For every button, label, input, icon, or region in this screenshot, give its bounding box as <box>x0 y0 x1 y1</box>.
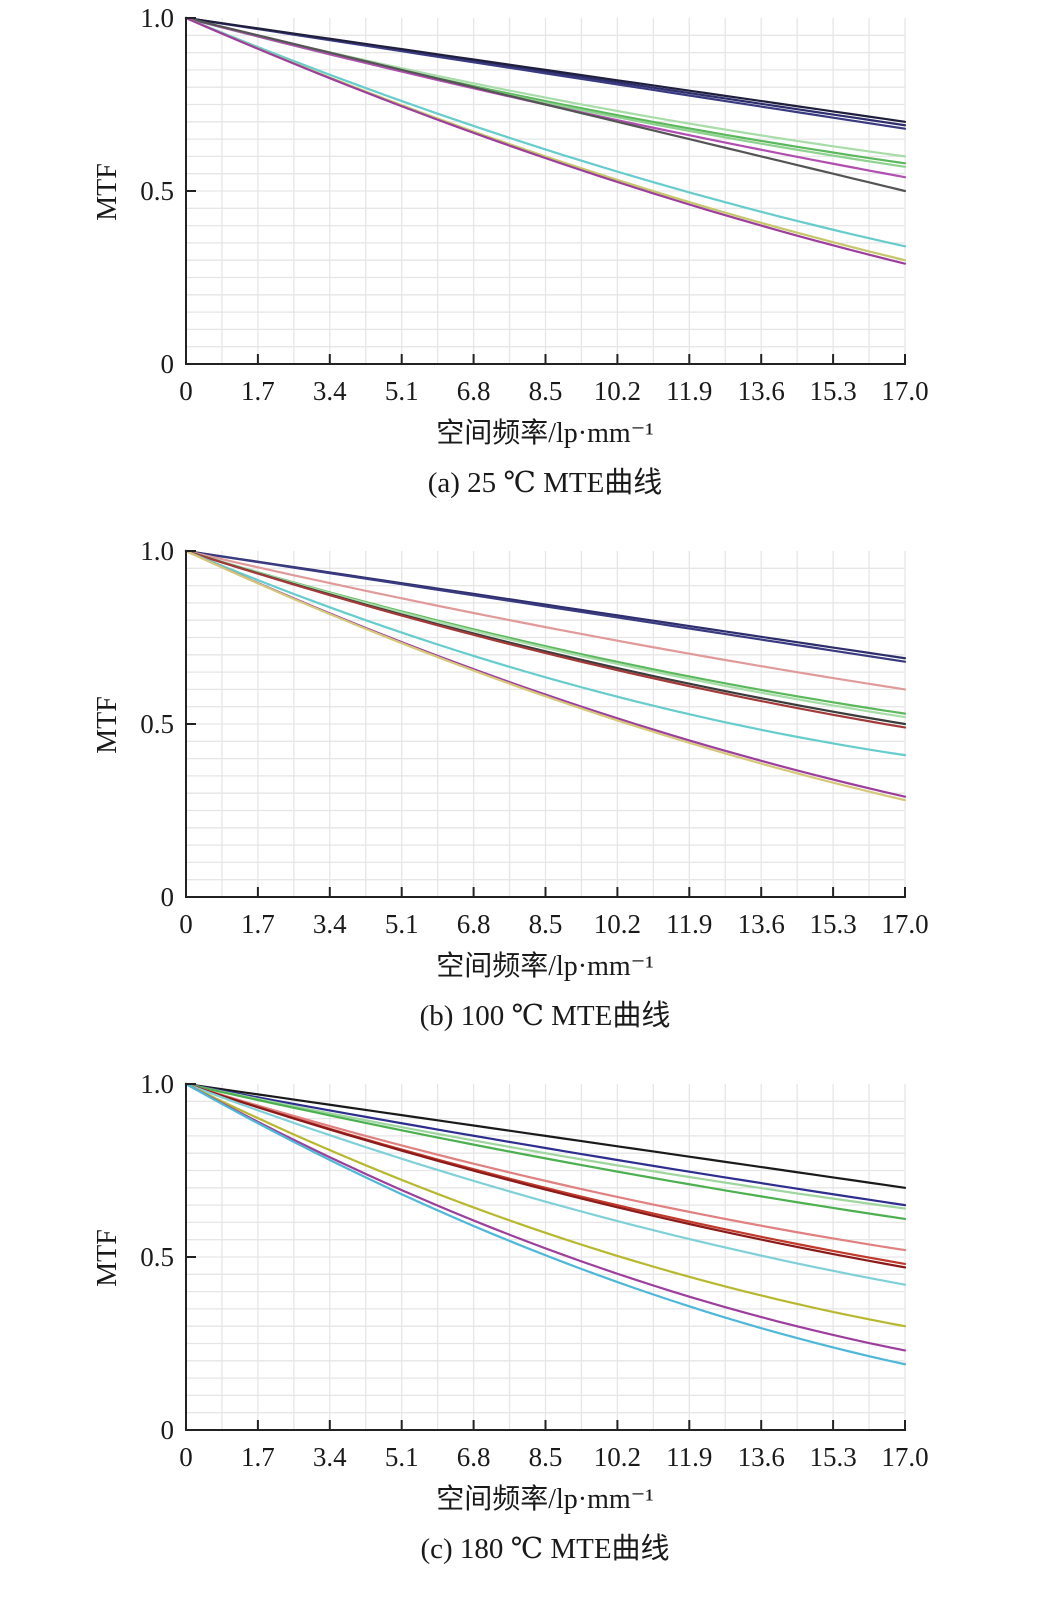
x-axis-label: 空间频率/lp·mm⁻¹ <box>436 950 654 982</box>
x-ticks: 0 1.7 3.4 5.1 6.8 8.5 10.2 11.9 13.6 15.3 17.0 <box>179 1420 929 1472</box>
x-ticks: 0 1.7 3.4 5.1 6.8 8.5 10.2 11.9 13.6 15.3 17.0 <box>179 887 929 939</box>
y-tick-label: 1.0 <box>140 3 174 33</box>
x-tick-label: 10.2 <box>594 1442 641 1472</box>
x-tick-label: 0 <box>179 376 193 406</box>
series-line-11 <box>184 16 907 265</box>
grid <box>186 551 906 897</box>
x-tick-label: 6.8 <box>457 909 491 939</box>
chart-25c: 0 1.7 3.4 5.1 6.8 8.5 10.2 11.9 13.6 15.3 17.0 0 0.… <box>92 3 929 499</box>
y-axis-label: MTF <box>92 1229 123 1287</box>
x-tick-label: 6.8 <box>457 376 491 406</box>
x-tick-label: 0 <box>179 1442 193 1472</box>
x-tick-label: 13.6 <box>738 1442 785 1472</box>
series-line-10 <box>184 1082 907 1352</box>
x-tick-label: 11.9 <box>666 376 712 406</box>
y-tick-label: 0.5 <box>140 709 174 739</box>
x-tick-label: 11.9 <box>666 1442 712 1472</box>
x-tick-label: 8.5 <box>529 1442 563 1472</box>
y-tick-label: 0 <box>161 1415 175 1445</box>
series-line-7 <box>184 1082 907 1269</box>
y-tick-label: 0.5 <box>140 1242 174 1272</box>
x-tick-label: 5.1 <box>385 909 419 939</box>
x-tick-label: 10.2 <box>594 909 641 939</box>
series-line-9 <box>184 16 907 248</box>
y-axis-label: MTF <box>92 696 123 754</box>
series-line-5 <box>184 1082 907 1252</box>
x-tick-label: 11.9 <box>666 909 712 939</box>
series-line-2 <box>184 16 907 130</box>
x-axis-label: 空间频率/lp·mm⁻¹ <box>436 417 654 449</box>
series-line-8 <box>184 549 907 757</box>
x-tick-label: 3.4 <box>313 376 347 406</box>
x-tick-label: 5.1 <box>385 376 419 406</box>
series-line-8 <box>184 1082 907 1286</box>
series-group <box>184 1082 907 1366</box>
y-tick-label: 1.0 <box>140 536 174 566</box>
series-line-3 <box>184 1082 907 1210</box>
series-line-10 <box>184 549 907 802</box>
x-tick-label: 8.5 <box>529 909 563 939</box>
y-tick-label: 0 <box>161 882 175 912</box>
series-group <box>184 549 907 802</box>
x-tick-label: 3.4 <box>313 1442 347 1472</box>
x-tick-label: 15.3 <box>809 376 856 406</box>
series-line-5 <box>184 549 907 719</box>
x-tick-label: 1.7 <box>241 1442 275 1472</box>
y-ticks: 0 0.5 1.0 <box>140 1069 196 1445</box>
x-tick-label: 5.1 <box>385 1442 419 1472</box>
chart-180c: 0 1.7 3.4 5.1 6.8 8.5 10.2 11.9 13.6 15.3 17.0 0 0.… <box>92 1069 929 1565</box>
x-axis-label: 空间频率/lp·mm⁻¹ <box>436 1483 654 1515</box>
series-group <box>184 16 907 265</box>
series-line-3 <box>184 549 907 691</box>
x-tick-label: 13.6 <box>738 376 785 406</box>
series-line-9 <box>184 1082 907 1328</box>
grid <box>186 1084 906 1430</box>
y-ticks: 0 0.5 1.0 <box>140 536 196 912</box>
y-tick-label: 0.5 <box>140 176 174 206</box>
x-tick-label: 1.7 <box>241 376 275 406</box>
x-tick-label: 13.6 <box>738 909 785 939</box>
series-line-2 <box>184 549 907 663</box>
x-tick-label: 17.0 <box>881 376 928 406</box>
series-line-11 <box>184 1082 907 1366</box>
y-axis-label: MTF <box>92 163 123 221</box>
series-line-2 <box>184 1082 907 1207</box>
chart-caption: (c) 180 ℃ MTE曲线 <box>420 1532 669 1565</box>
x-tick-label: 6.8 <box>457 1442 491 1472</box>
x-tick-label: 0 <box>179 909 193 939</box>
chart-caption: (b) 100 ℃ MTE曲线 <box>420 999 671 1032</box>
x-ticks: 0 1.7 3.4 5.1 6.8 8.5 10.2 11.9 13.6 15.3 17.0 <box>179 354 929 406</box>
x-tick-label: 17.0 <box>881 909 928 939</box>
series-line-7 <box>184 549 907 729</box>
series-line-4 <box>184 1082 907 1221</box>
chart-100c: 0 1.7 3.4 5.1 6.8 8.5 10.2 11.9 13.6 15.3 17.0 0 0.… <box>92 536 929 1032</box>
series-line-3 <box>184 16 907 123</box>
x-tick-label: 1.7 <box>241 909 275 939</box>
y-ticks: 0 0.5 1.0 <box>140 3 196 379</box>
x-tick-label: 8.5 <box>529 376 563 406</box>
x-tick-label: 3.4 <box>313 909 347 939</box>
series-line-8 <box>184 16 907 193</box>
x-tick-label: 17.0 <box>881 1442 928 1472</box>
chart-caption: (a) 25 ℃ MTE曲线 <box>428 466 663 499</box>
x-tick-label: 15.3 <box>809 1442 856 1472</box>
y-tick-label: 0 <box>161 349 175 379</box>
y-tick-label: 1.0 <box>140 1069 174 1099</box>
x-tick-label: 10.2 <box>594 376 641 406</box>
x-tick-label: 15.3 <box>809 909 856 939</box>
series-line-1 <box>184 1082 907 1189</box>
